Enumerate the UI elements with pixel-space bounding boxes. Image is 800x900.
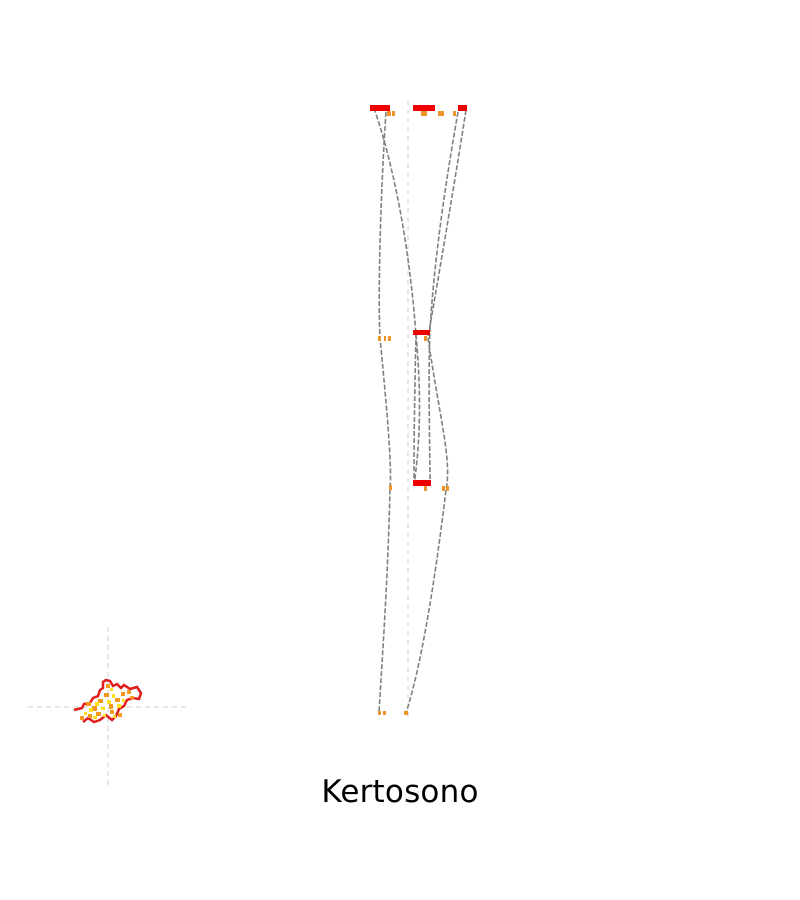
minor-marker [387, 111, 391, 116]
curve-middle-link [413, 334, 417, 486]
minor-marker [388, 336, 391, 341]
minor-marker [453, 111, 456, 116]
curve-left-outer [373, 107, 421, 486]
connection-curves [373, 107, 467, 714]
marker-top-left [370, 105, 390, 111]
crosshair [28, 627, 188, 787]
curve-right-inner [428, 111, 459, 486]
scatter-mid-points [80, 684, 134, 720]
minor-marker [438, 111, 444, 116]
marker-middle [413, 330, 430, 335]
minor-marker [378, 336, 381, 341]
curve-left-inner [378, 111, 392, 714]
scatter-cluster [73, 678, 143, 724]
minor-marker [404, 711, 408, 715]
minor-marker [389, 485, 392, 490]
minor-marker [424, 486, 427, 491]
minor-marker [424, 336, 427, 341]
minor-marker [421, 111, 427, 116]
minor-markers [378, 111, 456, 715]
curve-right-outer [405, 109, 467, 714]
minor-marker [392, 111, 395, 116]
minor-marker [383, 711, 386, 715]
minor-marker [384, 336, 386, 341]
marker-lower [413, 480, 431, 486]
minor-marker [446, 486, 449, 491]
place-label: Kertosono [321, 774, 479, 810]
minor-marker [378, 711, 381, 715]
scatter-light-points [84, 688, 125, 719]
marker-top-center [413, 105, 435, 111]
scatter-trace [73, 678, 143, 724]
marker-top-right [458, 105, 467, 111]
major-markers [370, 105, 467, 486]
minor-marker [442, 486, 445, 491]
